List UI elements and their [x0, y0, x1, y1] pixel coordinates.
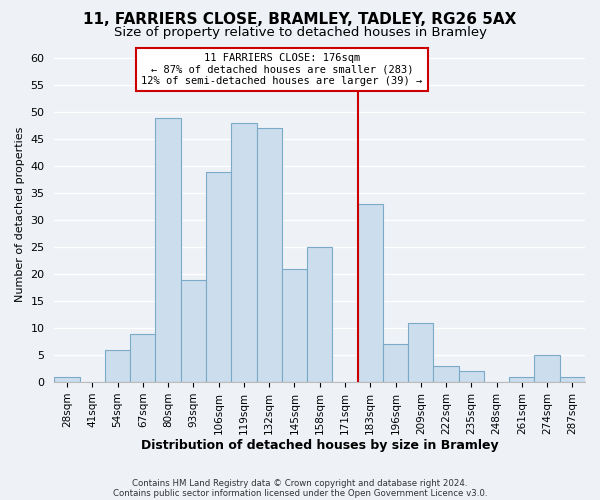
Bar — [383, 344, 408, 382]
Y-axis label: Number of detached properties: Number of detached properties — [15, 127, 25, 302]
Bar — [535, 355, 560, 382]
Text: 11, FARRIERS CLOSE, BRAMLEY, TADLEY, RG26 5AX: 11, FARRIERS CLOSE, BRAMLEY, TADLEY, RG2… — [83, 12, 517, 28]
Bar — [231, 123, 257, 382]
Bar — [408, 322, 433, 382]
Bar — [560, 376, 585, 382]
Bar — [458, 372, 484, 382]
Bar — [358, 204, 383, 382]
Bar — [130, 334, 155, 382]
Bar — [181, 280, 206, 382]
Bar — [307, 247, 332, 382]
Bar — [433, 366, 458, 382]
Bar — [509, 376, 535, 382]
Bar — [105, 350, 130, 382]
Bar — [282, 269, 307, 382]
Text: 11 FARRIERS CLOSE: 176sqm
← 87% of detached houses are smaller (283)
12% of semi: 11 FARRIERS CLOSE: 176sqm ← 87% of detac… — [141, 53, 422, 86]
Text: Contains public sector information licensed under the Open Government Licence v3: Contains public sector information licen… — [113, 488, 487, 498]
Bar — [155, 118, 181, 382]
Bar — [206, 172, 231, 382]
Text: Size of property relative to detached houses in Bramley: Size of property relative to detached ho… — [113, 26, 487, 39]
Bar — [257, 128, 282, 382]
Text: Contains HM Land Registry data © Crown copyright and database right 2024.: Contains HM Land Registry data © Crown c… — [132, 478, 468, 488]
Bar — [55, 376, 80, 382]
X-axis label: Distribution of detached houses by size in Bramley: Distribution of detached houses by size … — [141, 440, 499, 452]
